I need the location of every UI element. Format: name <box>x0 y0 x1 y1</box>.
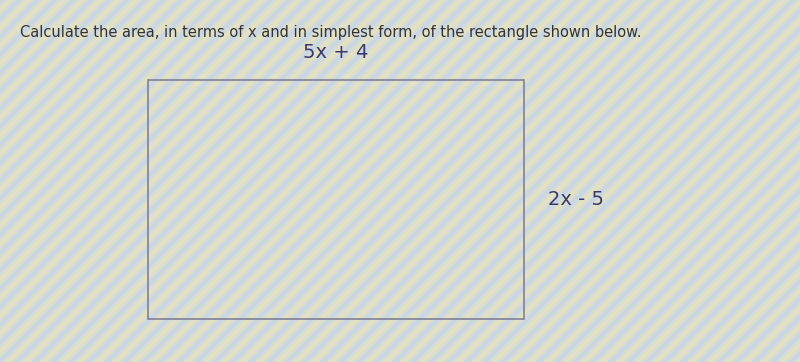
Text: 2x - 5: 2x - 5 <box>548 190 604 209</box>
Text: 5x + 4: 5x + 4 <box>303 43 369 62</box>
Bar <box>148 80 524 319</box>
Text: Calculate the area, in terms of x and in simplest form, of the rectangle shown b: Calculate the area, in terms of x and in… <box>20 25 642 40</box>
